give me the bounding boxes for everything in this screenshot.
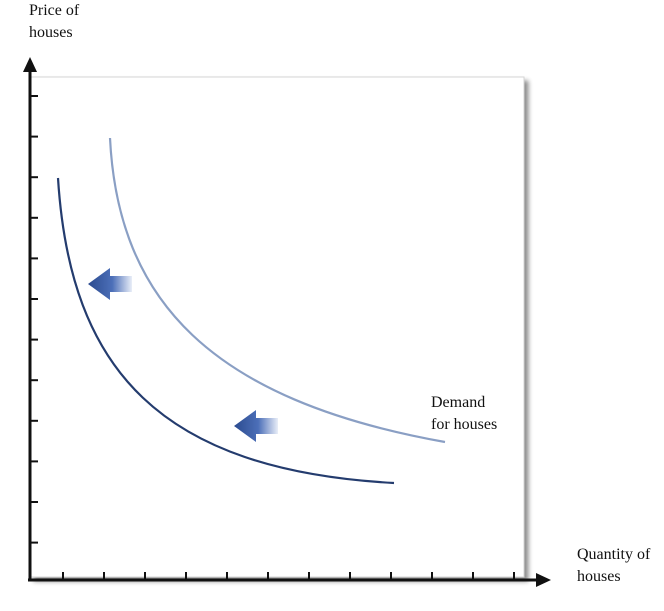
- shifted-demand-curve: [56, 177, 395, 485]
- shift-left-arrow-upper: [88, 268, 132, 300]
- x-axis-label: Quantity of houses: [577, 546, 651, 585]
- shift-left-arrow-lower: [234, 410, 278, 442]
- x-axis-ticks: [62, 572, 515, 580]
- y-axis-label: Price of houses: [29, 2, 80, 41]
- y-axis-ticks: [30, 95, 38, 544]
- y-axis-arrowhead: [23, 57, 37, 72]
- demand-curve-label: Demand for houses: [431, 394, 498, 433]
- plot-panel: [29, 76, 525, 578]
- original-demand-curve: [108, 137, 446, 444]
- x-axis-arrowhead: [536, 573, 551, 587]
